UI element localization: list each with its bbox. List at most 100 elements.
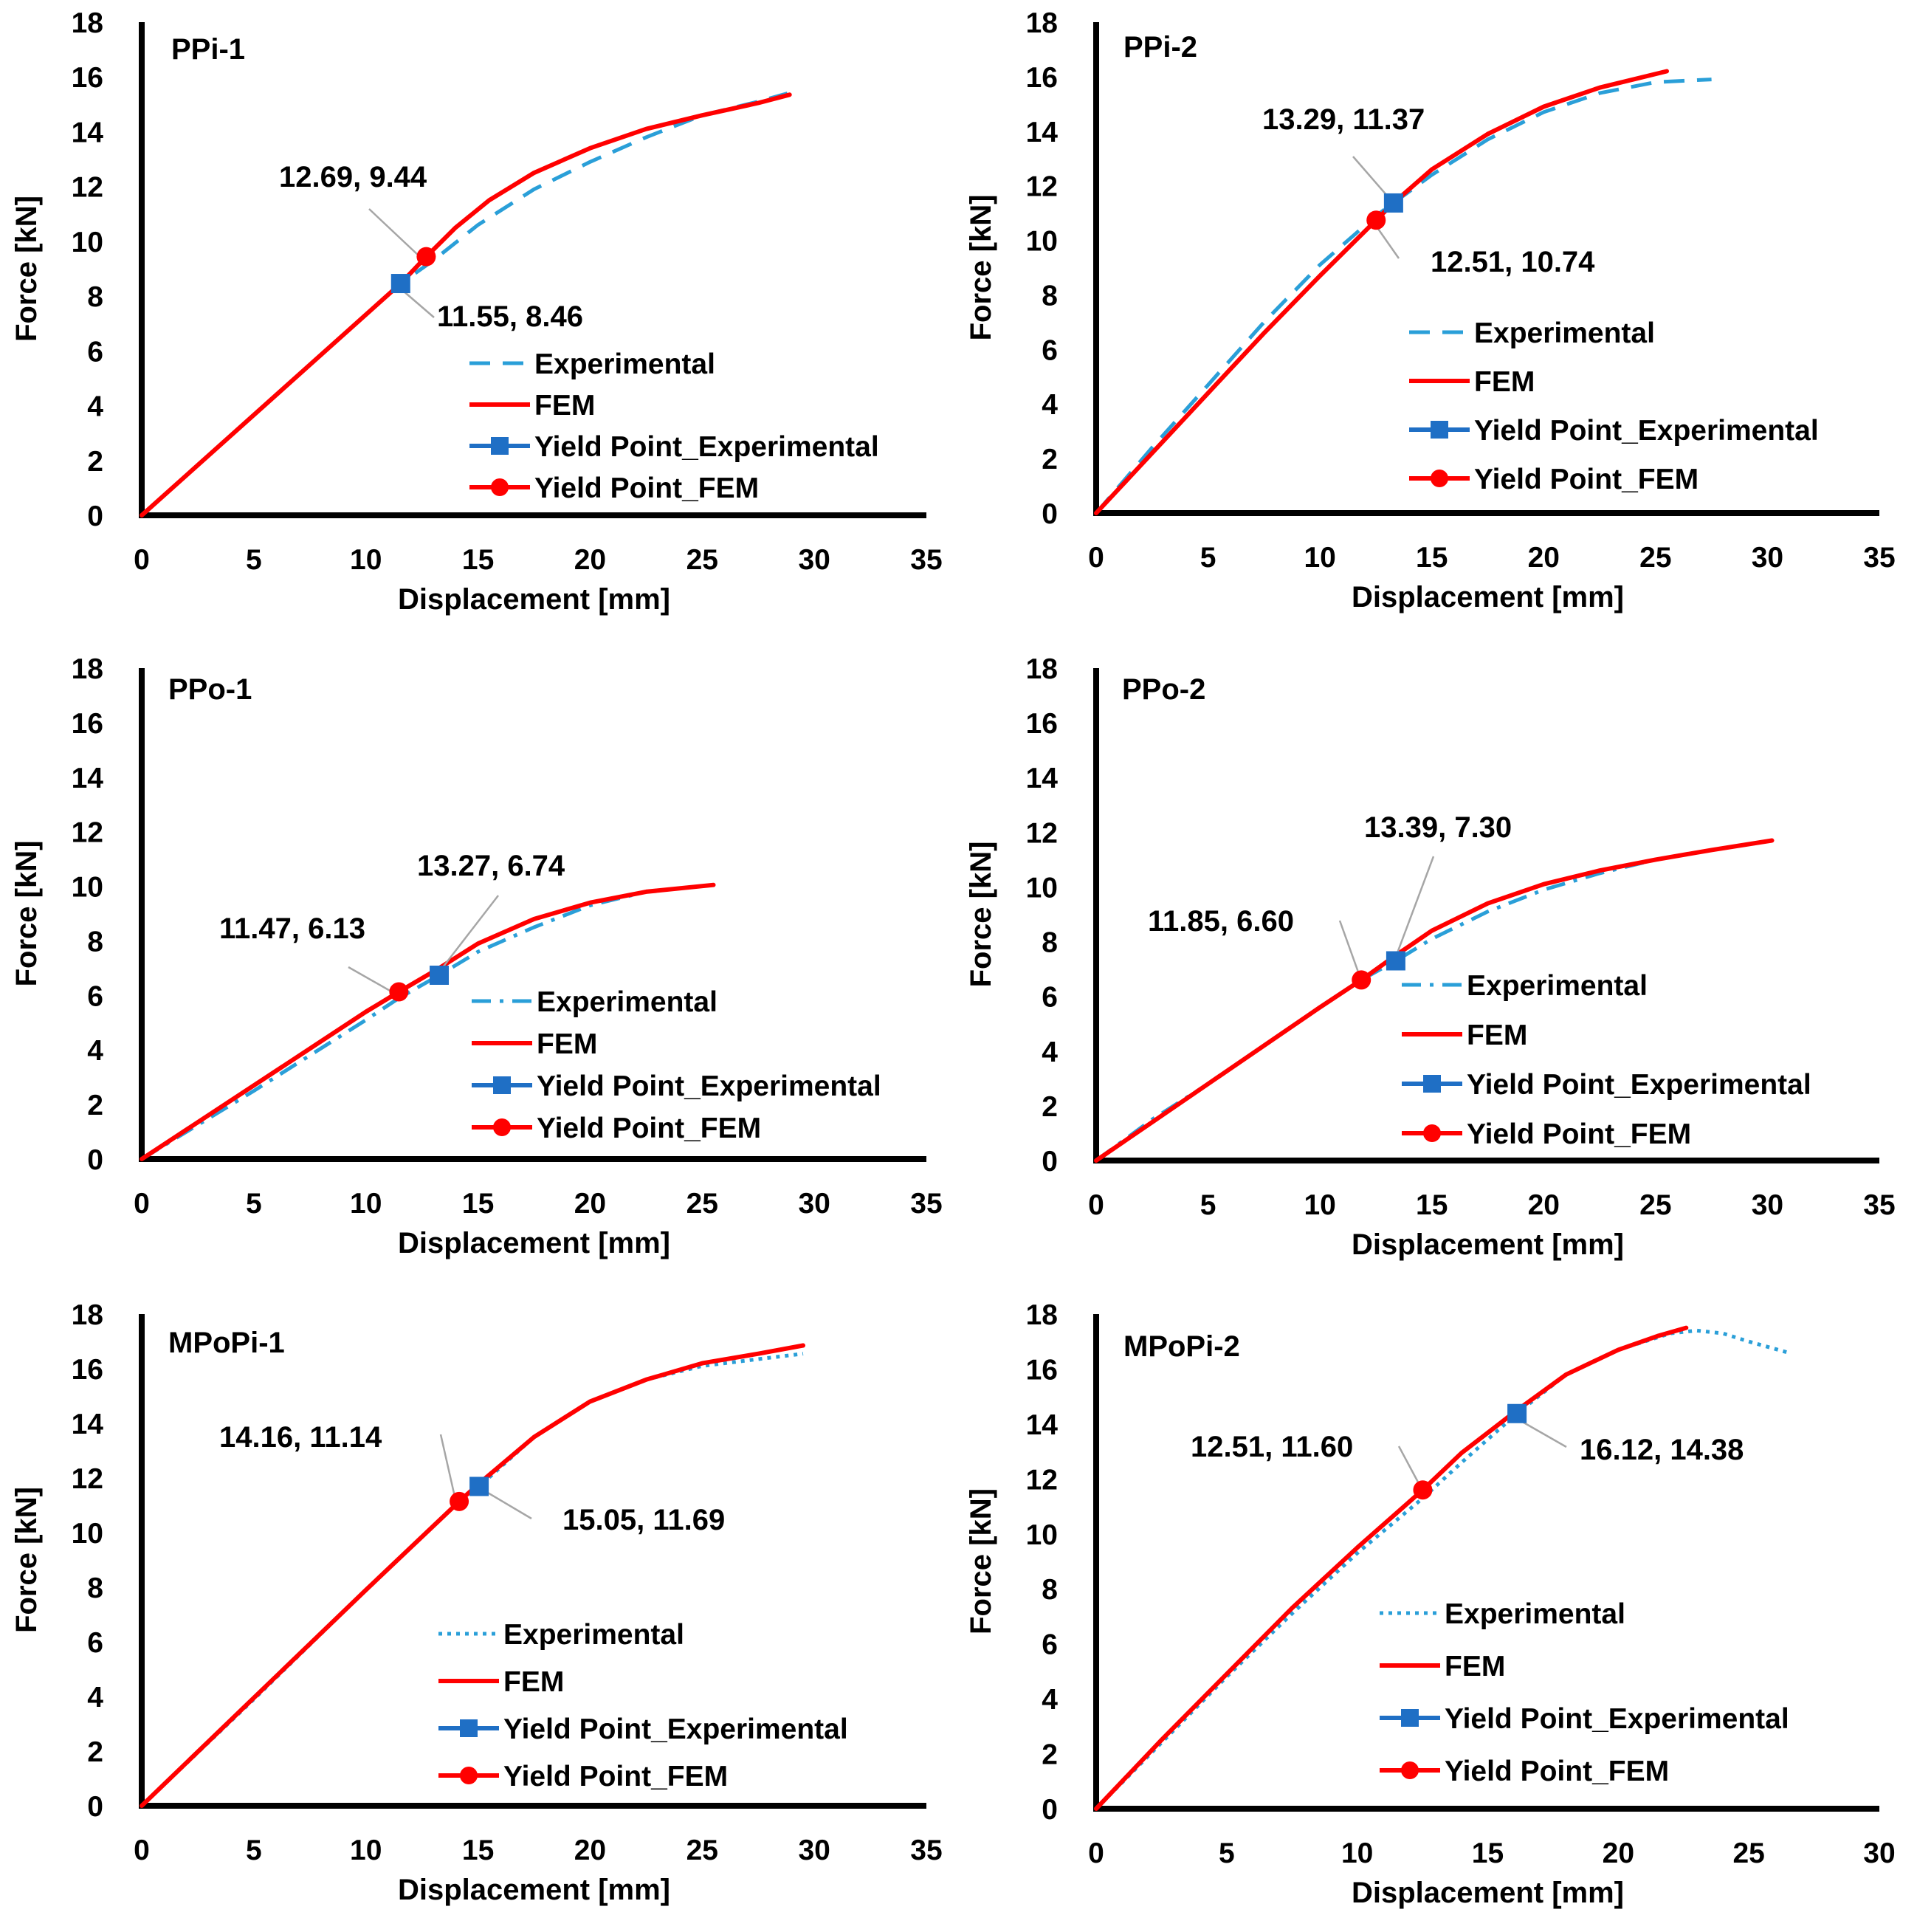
x-tick-label: 20 (1603, 1838, 1634, 1869)
legend-label-experimental: Experimental (537, 986, 717, 1018)
y-tick-label: 6 (1042, 334, 1058, 366)
legend-label-fem: FEM (534, 390, 595, 422)
legend-label-yield-fem: Yield Point_FEM (1445, 1756, 1669, 1787)
y-tick-label: 2 (1042, 444, 1058, 475)
x-tick-label: 35 (910, 1835, 942, 1866)
y-tick-label: 8 (1042, 927, 1058, 959)
series-fem-line (1094, 1325, 1689, 1811)
legend: Experimental FEM Yield Point_Experimental Y… (438, 1619, 848, 1792)
y-tick-label: 12 (1026, 171, 1058, 203)
x-tick-label: 30 (1752, 542, 1783, 574)
legend-label-fem: FEM (1467, 1020, 1527, 1051)
legend-label-yield-fem: Yield Point_FEM (1474, 464, 1699, 495)
legend-yield-fem-marker (1423, 1124, 1441, 1142)
chart-title: PPi-2 (1123, 31, 1197, 63)
y-tick-label: 14 (72, 117, 104, 148)
yield-point-experimental-marker (390, 274, 410, 294)
y-tick-label: 10 (72, 227, 103, 258)
y-tick-label: 8 (87, 1572, 103, 1604)
legend-label-experimental: Experimental (1467, 970, 1648, 1002)
series-experimental-line (1095, 1328, 1789, 1810)
x-tick-label: 10 (1341, 1838, 1373, 1869)
x-tick-label: 25 (1639, 542, 1671, 574)
y-tick-label: 18 (72, 653, 103, 685)
x-tick-label: 0 (1088, 1189, 1104, 1221)
x-tick-label: 5 (1200, 542, 1216, 574)
yield-point-experimental-label: 15.05, 11.69 (562, 1504, 725, 1536)
yield-point-fem-label: 12.51, 10.74 (1431, 246, 1595, 278)
x-tick-label: 25 (686, 1835, 718, 1866)
legend-yield-experimental-marker (1423, 1075, 1441, 1093)
legend-yield-experimental-marker (1401, 1709, 1419, 1727)
series-fem-line (1094, 838, 1775, 1163)
yield-point-fem-label: 14.16, 11.14 (219, 1421, 382, 1454)
legend-label-fem: FEM (1474, 366, 1535, 398)
annotation-leader-line (1397, 1445, 1422, 1488)
series-experimental-line (140, 893, 636, 1161)
y-tick-label: 8 (87, 281, 103, 313)
y-tick-label: 4 (87, 1035, 103, 1067)
legend-label-fem: FEM (537, 1028, 597, 1060)
yield-point-fem-label: 12.69, 9.44 (279, 161, 427, 193)
y-tick-label: 6 (87, 1627, 103, 1659)
x-axis-title: Displacement [mm] (398, 1227, 670, 1259)
y-tick-label: 0 (87, 1144, 103, 1176)
y-tick-label: 10 (72, 872, 103, 904)
x-tick-label: 0 (1088, 1838, 1104, 1869)
y-tick-label: 0 (1042, 1146, 1058, 1178)
legend: Experimental FEM Yield Point_Experimental Y… (1402, 970, 1811, 1150)
series-fem-line (140, 92, 792, 518)
legend-label-fem: FEM (503, 1666, 564, 1698)
x-tick-label: 30 (1863, 1838, 1895, 1869)
chart-panel-mpopi-2: 0 2 4 6 8 10 12 14 16 18 0 5 10 15 20 25 30 Displacement … (965, 1299, 1896, 1909)
y-tick-label: 10 (1026, 226, 1058, 258)
legend-yield-fem-marker (460, 1767, 478, 1784)
series-fem-line (140, 1343, 805, 1808)
x-tick-label: 10 (350, 1188, 382, 1220)
legend: Experimental FEM Yield Point_Experimental Y… (469, 348, 879, 504)
y-tick-label: 10 (72, 1518, 103, 1550)
legend-yield-experimental-marker (493, 1076, 511, 1094)
y-tick-label: 4 (1042, 1684, 1058, 1716)
series-experimental-line (1095, 78, 1712, 515)
x-tick-label: 30 (798, 544, 830, 576)
x-tick-label: 25 (686, 1188, 718, 1220)
y-tick-label: 2 (87, 1736, 103, 1768)
annotation-leader-line (1392, 856, 1435, 963)
y-axis-title: Force [kN] (10, 1487, 43, 1633)
y-tick-label: 10 (1026, 1519, 1058, 1551)
series-fem-line (1094, 69, 1669, 515)
x-tick-label: 20 (1528, 1189, 1560, 1221)
chart-panel-mpopi-1: 0 2 4 6 8 10 12 14 16 18 0 5 10 15 20 25 30 35 Displacemen… (10, 1299, 943, 1906)
y-tick-label: 0 (87, 501, 103, 532)
x-tick-label: 5 (1200, 1189, 1216, 1221)
x-tick-label: 5 (1219, 1838, 1235, 1869)
yield-point-experimental-marker (430, 965, 450, 985)
x-tick-label: 5 (246, 544, 262, 576)
chart-title: MPoPi-1 (168, 1327, 285, 1359)
x-tick-label: 15 (462, 544, 494, 576)
x-tick-label: 25 (686, 544, 718, 576)
legend-label-experimental: Experimental (1474, 317, 1655, 349)
y-tick-label: 16 (72, 62, 103, 94)
y-axis-title: Force [kN] (965, 195, 997, 341)
yield-point-experimental-label: 13.27, 6.74 (417, 850, 565, 882)
x-tick-label: 5 (246, 1188, 262, 1220)
y-tick-label: 6 (87, 336, 103, 368)
yield-point-experimental-label: 13.29, 11.37 (1262, 103, 1425, 136)
legend-label-fem: FEM (1445, 1651, 1505, 1682)
annotation-leader-line (1338, 920, 1362, 979)
legend-yield-fem-marker (493, 1118, 511, 1136)
x-tick-label: 15 (1416, 542, 1448, 574)
legend-label-yield-exp: Yield Point_Experimental (1467, 1069, 1811, 1101)
legend-label-yield-exp: Yield Point_Experimental (503, 1713, 848, 1745)
x-tick-label: 15 (1416, 1189, 1448, 1221)
y-tick-label: 2 (1042, 1739, 1058, 1771)
x-tick-label: 30 (798, 1835, 830, 1866)
yield-point-experimental-label: 13.39, 7.30 (1364, 811, 1512, 844)
y-tick-label: 0 (1042, 498, 1058, 530)
y-tick-label: 2 (87, 446, 103, 478)
series-fem-line (140, 882, 716, 1161)
y-tick-label: 8 (1042, 280, 1058, 312)
chart-panel-ppi-1: 0 2 4 6 8 10 12 14 16 18 0 5 10 15 20 25 30 35 Displacemen… (10, 7, 943, 616)
